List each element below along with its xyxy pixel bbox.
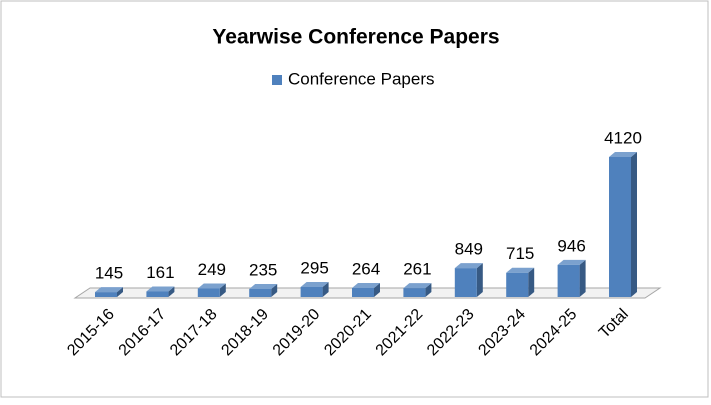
- chart-title: Yearwise Conference Papers: [212, 26, 499, 49]
- value-label: 4120: [604, 128, 642, 147]
- legend-label: Conference Papers: [288, 69, 434, 88]
- value-label: 161: [146, 263, 174, 282]
- bar-top: [95, 287, 123, 293]
- bar-side: [476, 263, 483, 297]
- bar-side: [528, 267, 535, 297]
- bar-front: [454, 268, 477, 297]
- bar-top: [454, 263, 483, 269]
- bar-top: [557, 259, 586, 265]
- bar-side: [579, 259, 586, 297]
- bar-top: [403, 283, 432, 289]
- value-label: 264: [352, 260, 380, 279]
- bar-side: [219, 283, 226, 297]
- value-label: 295: [300, 258, 328, 277]
- bar: [197, 283, 226, 297]
- bar-side: [425, 283, 432, 297]
- bar-front: [146, 291, 169, 297]
- bar-side: [631, 152, 637, 297]
- bar-side: [271, 284, 278, 297]
- bar-front: [300, 286, 323, 297]
- bar-side: [322, 281, 329, 297]
- bar-front: [197, 288, 220, 297]
- bar: [403, 283, 432, 297]
- bar-side: [117, 287, 123, 297]
- bar-top: [352, 283, 380, 289]
- value-label: 946: [557, 236, 585, 255]
- bar-front: [506, 272, 529, 297]
- bar: [300, 281, 329, 297]
- bar-top: [300, 281, 329, 287]
- bar-top: [506, 267, 535, 273]
- bar-side: [168, 286, 175, 297]
- value-label: 261: [403, 260, 431, 279]
- bar-front: [95, 292, 117, 297]
- bar: [249, 284, 278, 297]
- bar: [506, 267, 535, 297]
- bar-front: [557, 264, 580, 297]
- bar-top: [197, 283, 226, 289]
- bar: [146, 286, 175, 297]
- chart-frame: [0, 0, 709, 398]
- value-label: 145: [95, 264, 123, 283]
- value-label: 715: [506, 244, 534, 263]
- value-label: 235: [249, 260, 277, 279]
- bar: [557, 259, 586, 297]
- bar: [609, 152, 637, 297]
- bar-front: [249, 289, 272, 297]
- bar-front: [403, 288, 426, 297]
- bar-top: [609, 152, 637, 157]
- value-label: 849: [455, 240, 483, 259]
- bar-top: [249, 284, 278, 290]
- bar: [95, 287, 123, 297]
- bar-side: [374, 283, 380, 297]
- legend-swatch: [272, 75, 282, 85]
- bar: [454, 263, 483, 297]
- value-label: 249: [198, 260, 226, 279]
- bar-front: [609, 157, 631, 297]
- bar-front: [352, 288, 374, 297]
- bar: [352, 283, 380, 297]
- bar-top: [146, 286, 175, 292]
